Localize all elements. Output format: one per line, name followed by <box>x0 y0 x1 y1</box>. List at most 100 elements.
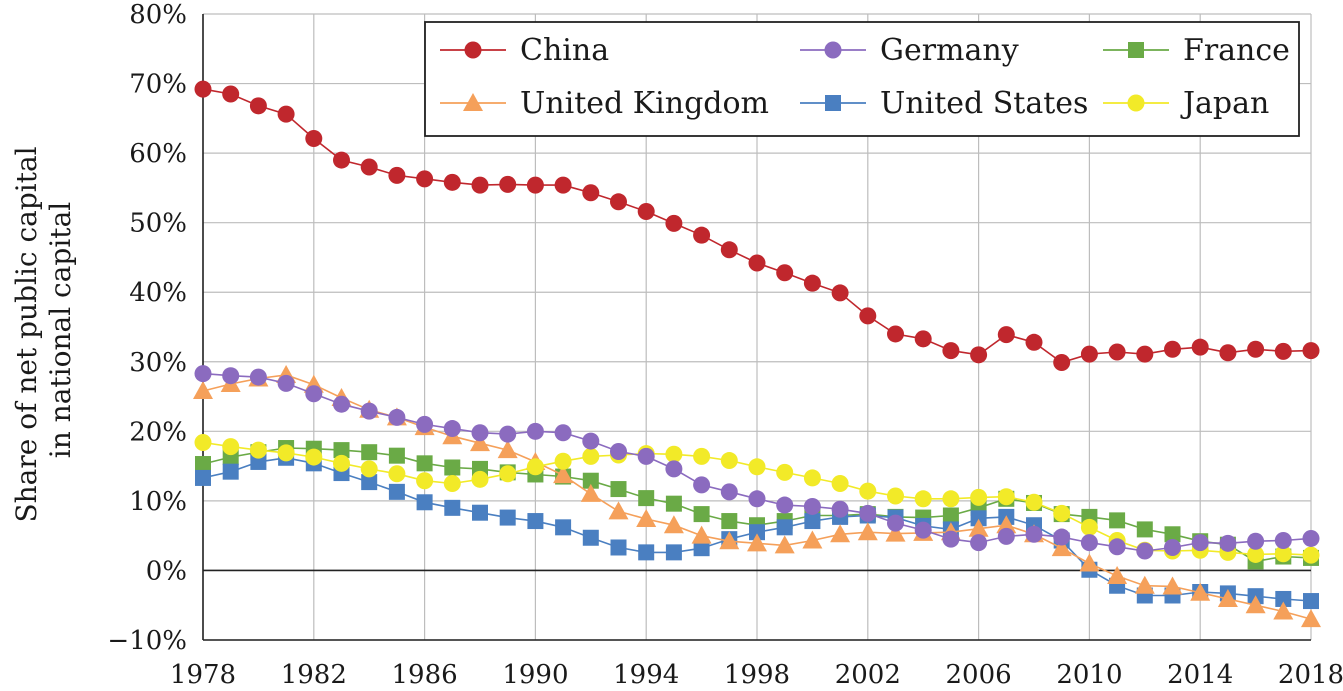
data-point-united-kingdom <box>747 533 767 552</box>
data-point-united-kingdom <box>996 515 1017 534</box>
data-point-china <box>1080 345 1098 363</box>
data-point-china <box>554 176 572 194</box>
data-point-china <box>748 254 766 272</box>
x-tick-label: 2014 <box>1167 660 1233 690</box>
data-point-france <box>333 442 350 459</box>
data-point-germany <box>1164 538 1181 556</box>
y-tick-label: 0% <box>146 556 187 586</box>
data-point-japan <box>222 438 240 456</box>
data-point-japan <box>388 465 406 483</box>
legend-item-united-states: United States <box>800 86 1088 121</box>
legend-item-japan: Japan <box>1103 86 1269 121</box>
data-point-germany <box>1191 534 1209 552</box>
data-point-germany <box>305 385 323 403</box>
data-point-france <box>693 506 710 523</box>
data-point-germany <box>1302 529 1320 547</box>
data-point-japan <box>665 445 683 463</box>
data-point-united-kingdom <box>802 530 823 549</box>
data-point-france <box>361 444 378 461</box>
data-point-germany <box>360 402 378 420</box>
data-point-germany <box>1108 538 1126 556</box>
data-point-china <box>942 342 960 360</box>
legend-label: United States <box>880 86 1088 121</box>
legend-label: France <box>1183 33 1290 68</box>
data-point-china <box>305 130 323 148</box>
data-point-japan <box>582 447 600 465</box>
legend-marker <box>1127 94 1145 112</box>
y-tick-label: 80% <box>129 0 187 30</box>
x-tick-label: 1982 <box>281 660 347 690</box>
data-point-germany <box>997 527 1015 545</box>
data-point-germany <box>443 420 461 438</box>
data-point-japan <box>554 452 572 470</box>
data-point-united-kingdom <box>608 501 629 520</box>
data-point-france <box>582 472 599 489</box>
data-point-united-kingdom <box>553 465 574 484</box>
y-tick-label: 30% <box>129 348 187 378</box>
data-point-china <box>693 226 711 244</box>
data-point-united-states <box>1275 590 1292 607</box>
legend: China Germany France United Kingdom United S… <box>424 21 1300 137</box>
legend-label: United Kingdom <box>520 86 769 121</box>
data-point-china <box>1108 343 1126 361</box>
axes <box>202 14 1311 641</box>
x-tick-label: 1986 <box>392 660 458 690</box>
data-point-germany <box>416 415 434 433</box>
data-point-germany <box>277 374 295 392</box>
legend-item-china: China <box>440 33 609 68</box>
data-point-china <box>914 330 932 348</box>
y-tick-label: 40% <box>129 278 187 308</box>
data-point-france <box>1136 521 1153 538</box>
data-point-united-states <box>388 483 405 500</box>
data-point-china <box>194 80 212 98</box>
series-group <box>193 80 1321 628</box>
data-point-germany <box>914 521 932 539</box>
data-point-china <box>471 176 489 194</box>
y-tick-label: 50% <box>129 209 187 239</box>
data-point-united-kingdom <box>691 525 712 544</box>
data-point-china <box>637 203 655 221</box>
data-point-united-kingdom <box>636 508 657 527</box>
data-point-japan <box>249 441 267 459</box>
data-point-united-states <box>555 519 572 536</box>
data-point-germany <box>1053 528 1071 546</box>
data-point-france <box>942 507 959 524</box>
y-tick-label: 10% <box>129 487 187 517</box>
data-point-japan <box>887 487 904 505</box>
data-point-united-kingdom <box>580 483 601 502</box>
data-point-japan <box>859 482 877 500</box>
x-tick-label: 1994 <box>613 660 679 690</box>
data-point-japan <box>1025 493 1043 511</box>
data-point-japan <box>360 460 378 478</box>
data-point-germany <box>720 483 738 501</box>
data-point-germany <box>637 447 655 465</box>
data-point-germany <box>970 534 988 552</box>
data-point-china <box>1219 344 1237 362</box>
data-point-united-states <box>527 513 544 530</box>
legend-label: Japan <box>1180 86 1269 121</box>
data-point-germany <box>194 365 212 383</box>
x-tick-label: 2002 <box>835 660 901 690</box>
data-point-japan <box>693 447 711 465</box>
data-point-germany <box>610 443 627 461</box>
data-point-germany <box>554 424 572 442</box>
x-tick-label: 2018 <box>1278 660 1343 690</box>
data-point-japan <box>416 472 434 490</box>
data-point-china <box>776 264 794 282</box>
series-china <box>194 80 1320 371</box>
data-point-germany <box>333 395 350 413</box>
data-point-germany <box>1247 532 1265 550</box>
legend-marker <box>824 41 842 59</box>
data-point-united-states <box>361 474 378 491</box>
data-point-united-kingdom <box>193 380 213 399</box>
data-point-germany <box>526 422 544 440</box>
data-point-japan <box>748 458 766 476</box>
x-tick-label: 1998 <box>724 660 790 690</box>
x-tick-label: 2006 <box>946 660 1012 690</box>
data-point-united-kingdom <box>774 535 795 554</box>
data-point-united-kingdom <box>497 440 518 459</box>
series-germany <box>194 365 1320 560</box>
data-point-japan <box>720 452 738 470</box>
data-point-france <box>665 495 682 512</box>
